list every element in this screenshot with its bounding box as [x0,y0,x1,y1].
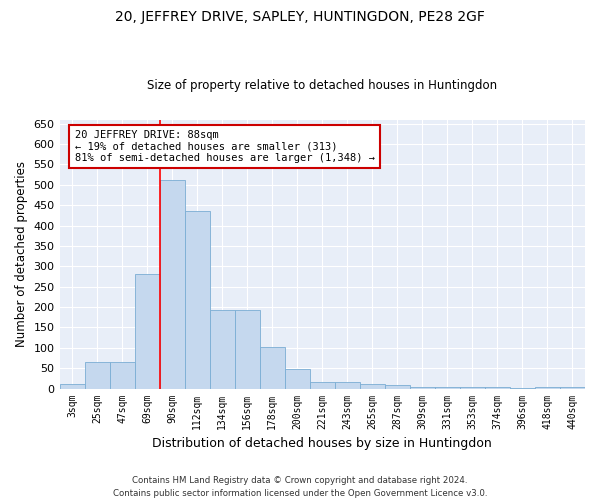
Bar [435,386,460,388]
Bar [460,386,485,388]
Bar [59,384,85,388]
Title: Size of property relative to detached houses in Huntingdon: Size of property relative to detached ho… [147,79,497,92]
Bar [360,384,385,388]
X-axis label: Distribution of detached houses by size in Huntingdon: Distribution of detached houses by size … [152,437,492,450]
Bar [209,310,235,388]
Bar [485,386,510,388]
Bar [335,382,360,388]
Bar [85,362,110,388]
Bar [385,386,410,388]
Bar [285,370,310,388]
Bar [410,386,435,388]
Bar [535,386,560,388]
Text: 20, JEFFREY DRIVE, SAPLEY, HUNTINGDON, PE28 2GF: 20, JEFFREY DRIVE, SAPLEY, HUNTINGDON, P… [115,10,485,24]
Bar [235,310,260,388]
Text: Contains HM Land Registry data © Crown copyright and database right 2024.
Contai: Contains HM Land Registry data © Crown c… [113,476,487,498]
Bar [310,382,335,388]
Bar [260,348,285,389]
Text: 20 JEFFREY DRIVE: 88sqm
← 19% of detached houses are smaller (313)
81% of semi-d: 20 JEFFREY DRIVE: 88sqm ← 19% of detache… [74,130,374,163]
Bar [134,274,160,388]
Bar [560,387,585,388]
Bar [110,362,134,388]
Bar [160,180,185,388]
Bar [185,212,209,388]
Y-axis label: Number of detached properties: Number of detached properties [15,161,28,347]
